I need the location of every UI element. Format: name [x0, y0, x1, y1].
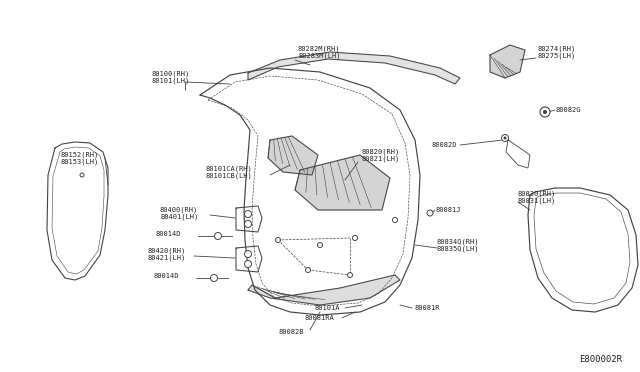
Text: 80081RA: 80081RA — [304, 315, 334, 321]
Circle shape — [244, 211, 252, 218]
Text: E800002R: E800002R — [579, 356, 622, 365]
Polygon shape — [490, 45, 525, 78]
Circle shape — [540, 107, 550, 117]
Text: 80152(RH)
80153(LH): 80152(RH) 80153(LH) — [60, 151, 99, 165]
Polygon shape — [248, 275, 400, 305]
Text: 80081J: 80081J — [436, 207, 461, 213]
Text: 80082G: 80082G — [556, 107, 582, 113]
Text: 80101CA(RH)
80101CB(LH): 80101CA(RH) 80101CB(LH) — [205, 165, 252, 179]
Circle shape — [80, 173, 84, 177]
Polygon shape — [268, 136, 318, 175]
Circle shape — [317, 243, 323, 247]
Circle shape — [244, 260, 252, 267]
Circle shape — [214, 232, 221, 240]
Text: 80282M(RH)
B0283M(LH): 80282M(RH) B0283M(LH) — [298, 45, 340, 59]
Circle shape — [543, 110, 547, 114]
Circle shape — [427, 210, 433, 216]
Text: 80100(RH)
80101(LH): 80100(RH) 80101(LH) — [152, 70, 190, 84]
Polygon shape — [248, 52, 460, 84]
Text: 80400(RH)
B0401(LH): 80400(RH) B0401(LH) — [160, 206, 198, 220]
Text: 80081R: 80081R — [415, 305, 440, 311]
Circle shape — [392, 218, 397, 222]
Text: 80274(RH)
80275(LH): 80274(RH) 80275(LH) — [538, 45, 576, 59]
Text: 80101A: 80101A — [314, 305, 340, 311]
Circle shape — [502, 135, 509, 141]
Text: 80082D: 80082D — [432, 142, 458, 148]
Polygon shape — [295, 155, 390, 210]
Circle shape — [504, 137, 506, 140]
Circle shape — [348, 273, 353, 278]
Circle shape — [244, 221, 252, 228]
Text: 80082B: 80082B — [278, 329, 304, 335]
Text: 80834Q(RH)
80835Q(LH): 80834Q(RH) 80835Q(LH) — [437, 238, 479, 252]
Text: 80830(RH)
80831(LH): 80830(RH) 80831(LH) — [518, 190, 556, 204]
Circle shape — [275, 237, 280, 243]
Circle shape — [244, 250, 252, 257]
Circle shape — [211, 275, 218, 282]
Circle shape — [305, 267, 310, 273]
Text: 80420(RH)
80421(LH): 80420(RH) 80421(LH) — [148, 247, 186, 261]
Circle shape — [353, 235, 358, 241]
Text: 80820(RH)
80821(LH): 80820(RH) 80821(LH) — [362, 148, 400, 162]
Text: 80014D: 80014D — [154, 273, 179, 279]
Text: 80014D: 80014D — [155, 231, 180, 237]
